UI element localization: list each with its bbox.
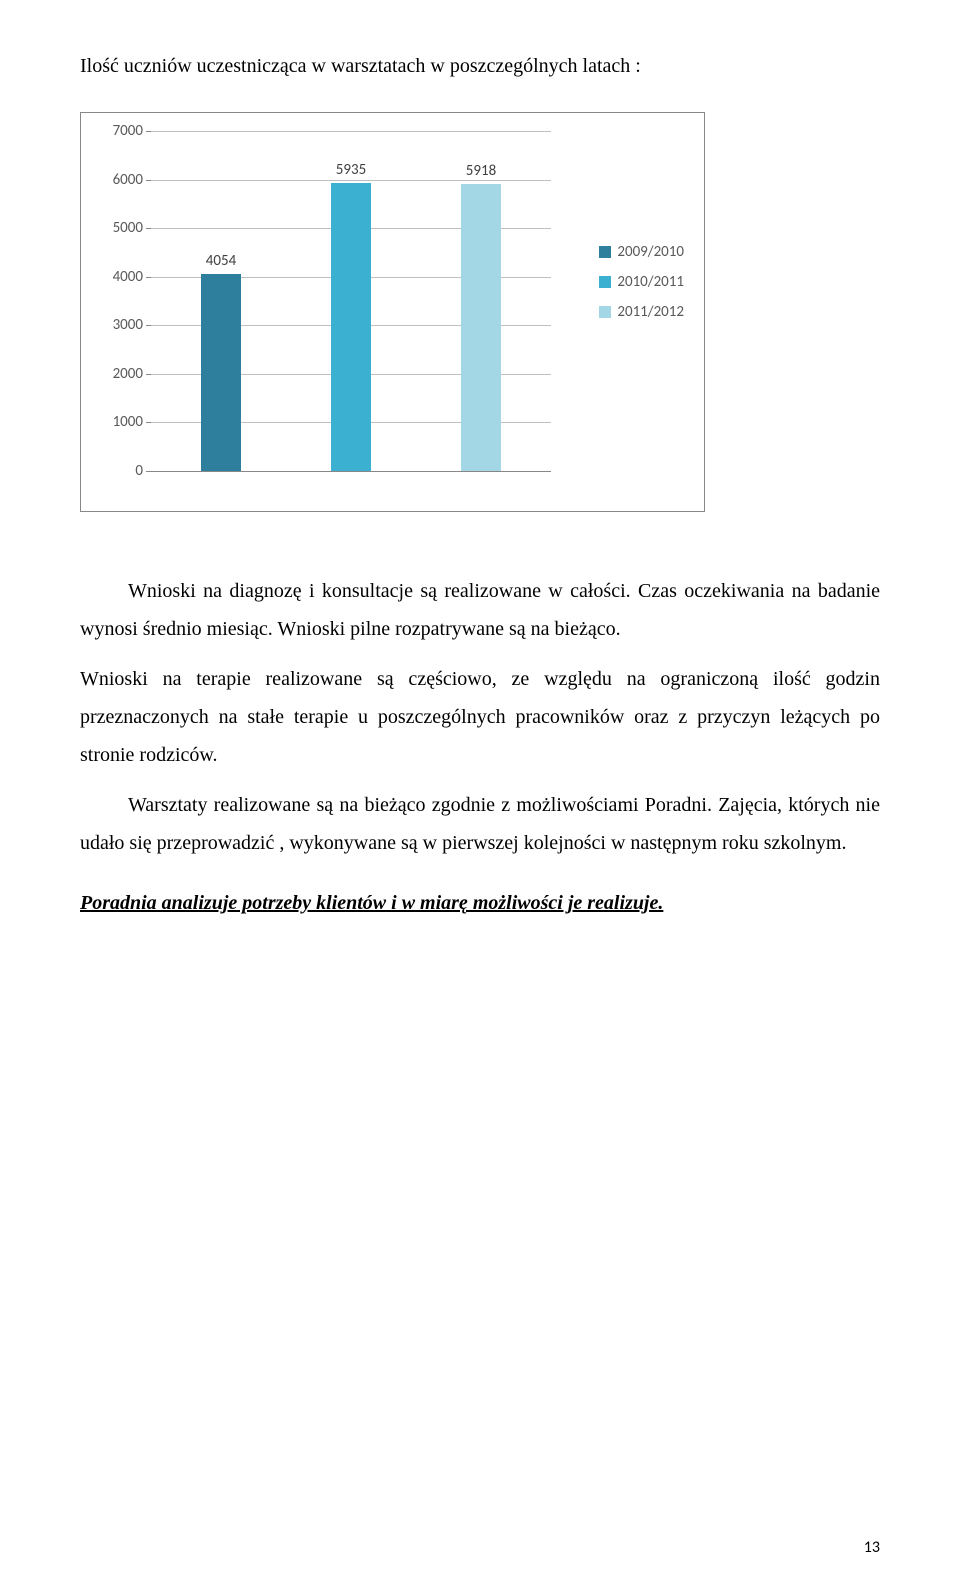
chart-bar: 5918 <box>461 184 501 471</box>
chart-ytick-label: 1000 <box>113 413 143 431</box>
chart-ytick-label: 5000 <box>113 219 143 237</box>
chart-tickmark <box>146 325 151 326</box>
paragraph-2: Wnioski na terapie realizowane są części… <box>80 660 880 774</box>
paragraph-1: Wnioski na diagnozę i konsultacje są rea… <box>80 572 880 648</box>
chart-legend-item: 2011/2012 <box>599 303 684 321</box>
chart-tickmark <box>146 422 151 423</box>
chart-bar-label: 4054 <box>206 252 236 270</box>
chart-bar: 4054 <box>201 274 241 471</box>
chart-plot-area: 0100020003000400050006000700040545935591… <box>151 131 551 471</box>
chart-tickmark <box>146 228 151 229</box>
bar-chart: 0 1000 2000 3000 4000 5000 6000 7000 4054 5935 591… <box>80 112 705 512</box>
chart-bar-label: 5918 <box>466 162 496 180</box>
chart-bar: 5935 <box>331 183 371 471</box>
chart-ytick-label: 4000 <box>113 268 143 286</box>
chart-tickmark <box>146 131 151 132</box>
chart-ytick-label: 3000 <box>113 316 143 334</box>
chart-tickmark <box>146 277 151 278</box>
page-heading: Ilość uczniów uczestnicząca w warsztatac… <box>80 50 880 82</box>
chart-ytick-label: 0 <box>135 462 143 480</box>
chart-ytick-label: 7000 <box>113 122 143 140</box>
chart-legend-swatch <box>599 246 611 258</box>
chart-legend-swatch <box>599 306 611 318</box>
chart-legend-item: 2009/2010 <box>599 243 684 261</box>
chart-legend: 2009/2010 2010/2011 2011/2012 <box>599 243 684 333</box>
chart-gridline <box>151 131 551 132</box>
chart-ytick-label: 6000 <box>113 171 143 189</box>
paragraph-3: Warsztaty realizowane są na bieżąco zgod… <box>80 786 880 862</box>
page-number: 13 <box>864 1538 880 1557</box>
conclusion: Poradnia analizuje potrzeby klientów i w… <box>80 884 880 922</box>
chart-legend-label: 2011/2012 <box>617 303 684 321</box>
chart-legend-label: 2009/2010 <box>617 243 684 261</box>
chart-baseline <box>151 471 551 472</box>
chart-tickmark <box>146 180 151 181</box>
chart-gridline <box>151 180 551 181</box>
chart-tickmark <box>146 471 151 472</box>
chart-ytick-label: 2000 <box>113 365 143 383</box>
chart-legend-swatch <box>599 276 611 288</box>
chart-tickmark <box>146 374 151 375</box>
chart-legend-label: 2010/2011 <box>617 273 684 291</box>
chart-legend-item: 2010/2011 <box>599 273 684 291</box>
chart-bar-label: 5935 <box>336 161 366 179</box>
